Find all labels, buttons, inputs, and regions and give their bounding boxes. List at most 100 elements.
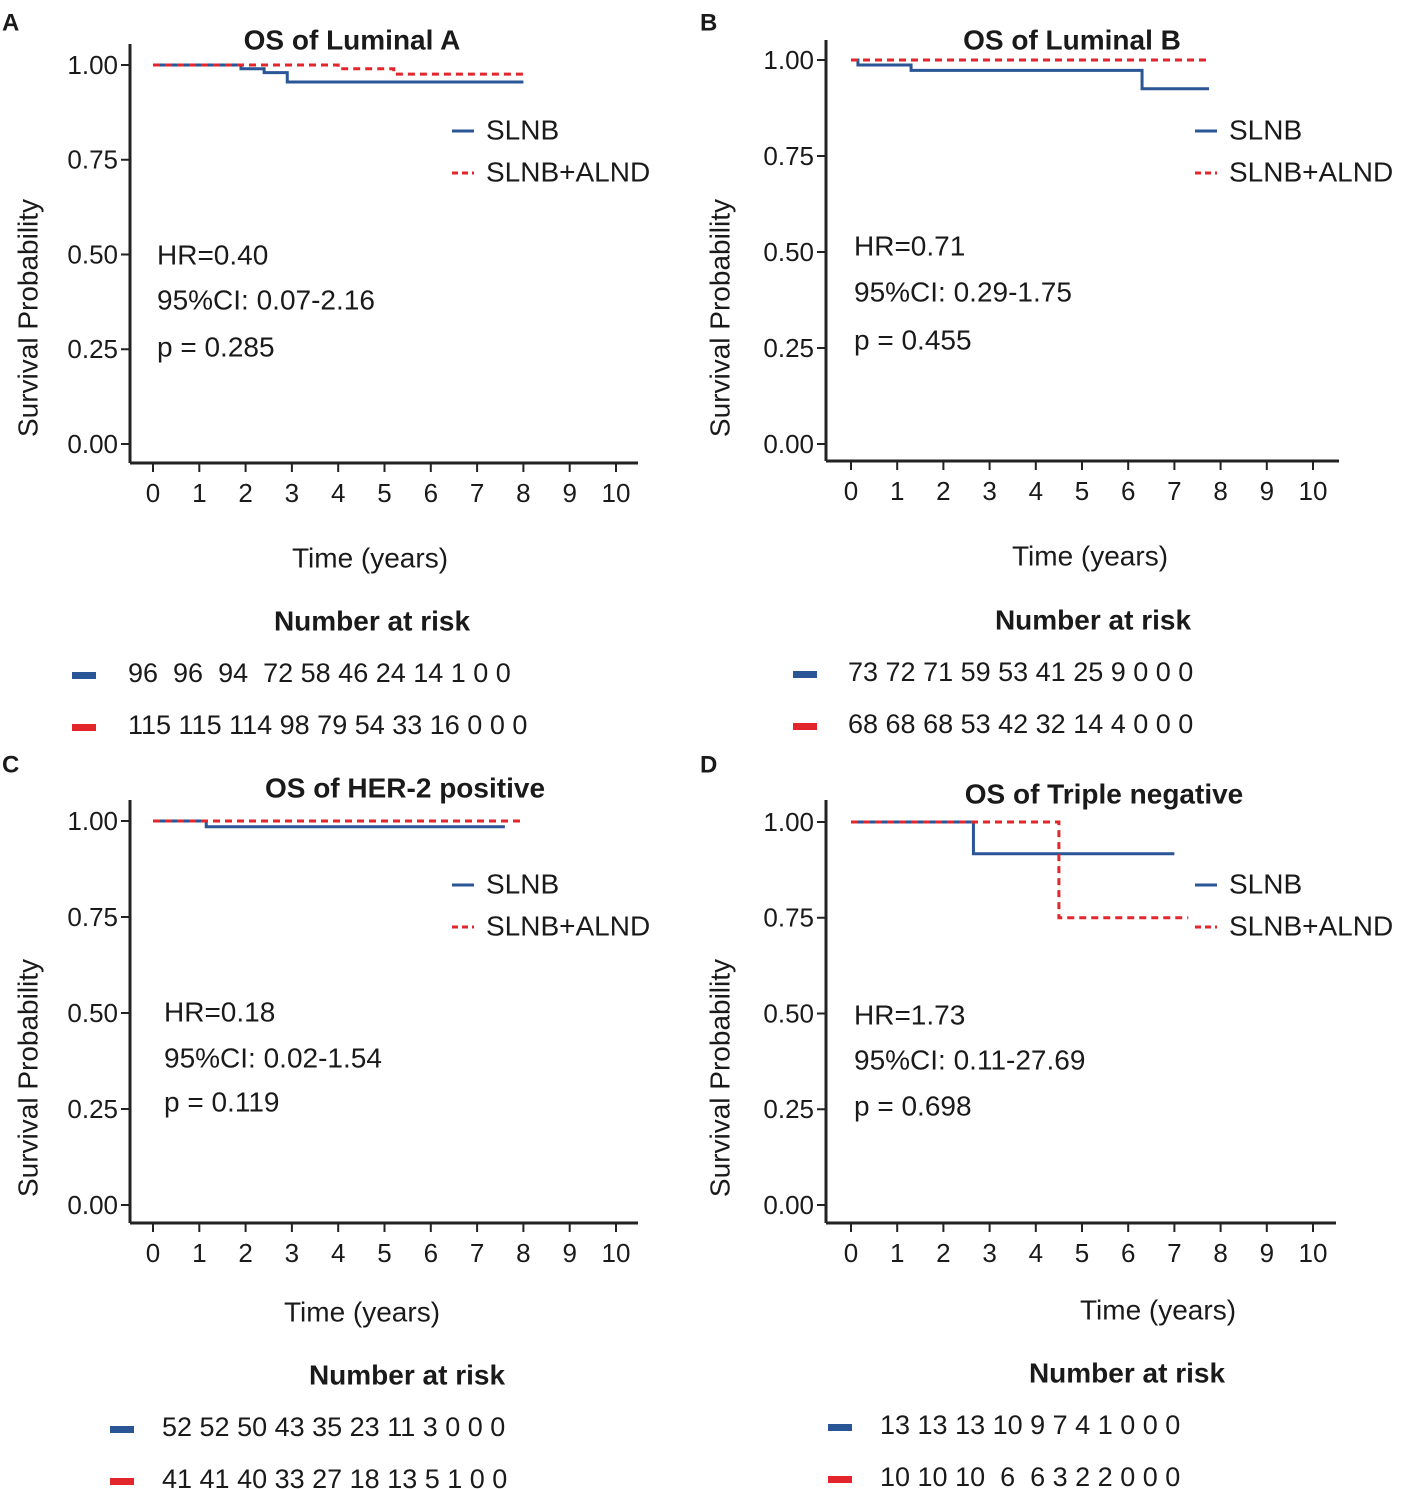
y-axis-title: Survival Probability	[704, 199, 735, 437]
x-tick-label: 3	[285, 1238, 299, 1268]
y-tick-label: 1.00	[763, 807, 814, 837]
confidence-interval: 95%CI: 0.29-1.75	[854, 276, 1072, 307]
risk-row-slnb: 52 52 50 43 35 23 11 3 0 0 0	[162, 1412, 505, 1442]
chart-title: OS of Triple negative	[965, 778, 1244, 809]
y-tick-label: 0.50	[763, 237, 814, 267]
x-tick-label: 0	[844, 476, 858, 506]
panel-letter: B	[700, 9, 717, 36]
x-tick-label: 10	[602, 478, 631, 508]
x-tick-label: 4	[1029, 1238, 1043, 1268]
risk-key-slnb-alnd	[72, 724, 96, 731]
y-tick-label: 0.75	[67, 145, 118, 175]
risk-key-slnb	[828, 1424, 852, 1431]
legend-label: SLNB+ALND	[486, 156, 650, 187]
x-axis-title: Time (years)	[1012, 540, 1168, 571]
risk-table-title: Number at risk	[274, 605, 470, 636]
x-tick-label: 9	[1260, 476, 1274, 506]
x-tick-label: 8	[1213, 476, 1227, 506]
x-tick-label: 8	[516, 478, 530, 508]
x-tick-label: 1	[890, 476, 904, 506]
y-tick-label: 1.00	[67, 806, 118, 836]
risk-table-title: Number at risk	[995, 604, 1191, 635]
legend-label: SLNB	[1229, 114, 1302, 145]
panel-letter: C	[2, 751, 19, 778]
x-tick-label: 2	[936, 476, 950, 506]
x-tick-label: 10	[1299, 1238, 1328, 1268]
x-tick-label: 3	[982, 1238, 996, 1268]
y-tick-label: 0.25	[67, 1094, 118, 1124]
confidence-interval: 95%CI: 0.07-2.16	[157, 284, 375, 315]
chart-title: OS of HER-2 positive	[265, 772, 545, 803]
series-line-slnb	[851, 820, 1175, 856]
risk-table-title: Number at risk	[309, 1359, 505, 1390]
legend-label: SLNB	[486, 114, 559, 145]
legend-label: SLNB+ALND	[1229, 910, 1393, 941]
y-tick-label: 0.50	[763, 998, 814, 1028]
x-tick-label: 10	[1299, 476, 1328, 506]
x-tick-label: 2	[238, 478, 252, 508]
risk-row-slnb: 96 96 94 72 58 46 24 14 1 0 0	[128, 658, 511, 688]
risk-row-slnb-alnd: 41 41 40 33 27 18 13 5 1 0 0	[162, 1464, 507, 1489]
x-tick-label: 6	[424, 478, 438, 508]
risk-key-slnb-alnd	[110, 1478, 134, 1485]
confidence-interval: 95%CI: 0.11-27.69	[854, 1044, 1085, 1075]
x-tick-label: 6	[1121, 476, 1135, 506]
risk-key-slnb	[793, 671, 817, 678]
x-tick-label: 4	[1029, 476, 1043, 506]
p-value: p = 0.119	[164, 1086, 279, 1117]
hazard-ratio: HR=0.71	[854, 230, 965, 261]
x-tick-label: 9	[562, 478, 576, 508]
risk-row-slnb-alnd: 68 68 68 53 42 32 14 4 0 0 0	[848, 709, 1193, 739]
x-axis-title: Time (years)	[292, 542, 448, 573]
risk-row-slnb: 13 13 13 10 9 7 4 1 0 0 0	[880, 1410, 1180, 1440]
x-tick-label: 8	[1213, 1238, 1227, 1268]
x-tick-label: 8	[516, 1238, 530, 1268]
series-line-slnb-alnd	[153, 63, 524, 76]
hazard-ratio: HR=1.73	[854, 999, 965, 1030]
p-value: p = 0.698	[854, 1090, 972, 1121]
chart-title: OS of Luminal B	[963, 24, 1181, 55]
series-line-slnb	[153, 63, 524, 84]
x-tick-label: 1	[192, 1238, 206, 1268]
y-axis-title: Survival Probability	[12, 199, 43, 437]
y-axis-title: Survival Probability	[704, 959, 735, 1197]
x-tick-label: 10	[602, 1238, 631, 1268]
x-axis-title: Time (years)	[284, 1296, 440, 1327]
series-line-slnb-alnd	[851, 820, 1189, 920]
x-tick-label: 5	[377, 1238, 391, 1268]
legend-label: SLNB	[1229, 868, 1302, 899]
x-tick-label: 1	[192, 478, 206, 508]
x-tick-label: 3	[285, 478, 299, 508]
risk-row-slnb-alnd: 115 115 114 98 79 54 33 16 0 0 0	[128, 710, 527, 740]
y-tick-label: 0.75	[763, 141, 814, 171]
x-tick-label: 6	[424, 1238, 438, 1268]
x-tick-label: 5	[377, 478, 391, 508]
x-tick-label: 7	[1167, 1238, 1181, 1268]
x-tick-label: 4	[331, 478, 345, 508]
y-tick-label: 1.00	[763, 45, 814, 75]
x-tick-label: 0	[146, 1238, 160, 1268]
x-tick-label: 9	[1260, 1238, 1274, 1268]
y-tick-label: 0.25	[67, 334, 118, 364]
x-tick-label: 5	[1075, 1238, 1089, 1268]
x-tick-label: 2	[936, 1238, 950, 1268]
x-tick-label: 9	[562, 1238, 576, 1268]
x-tick-label: 2	[238, 1238, 252, 1268]
x-tick-label: 7	[470, 478, 484, 508]
p-value: p = 0.455	[854, 324, 972, 355]
panel-letter: A	[2, 9, 19, 36]
y-tick-label: 0.25	[763, 333, 814, 363]
y-tick-label: 0.00	[763, 429, 814, 459]
legend-label: SLNB+ALND	[1229, 156, 1393, 187]
x-tick-label: 5	[1075, 476, 1089, 506]
y-tick-label: 0.25	[763, 1094, 814, 1124]
x-tick-label: 7	[1167, 476, 1181, 506]
y-tick-label: 1.00	[67, 50, 118, 80]
x-tick-label: 4	[331, 1238, 345, 1268]
y-tick-label: 0.75	[67, 902, 118, 932]
legend-label: SLNB+ALND	[486, 910, 650, 941]
risk-key-slnb	[110, 1426, 134, 1433]
x-tick-label: 6	[1121, 1238, 1135, 1268]
y-tick-label: 0.00	[763, 1190, 814, 1220]
